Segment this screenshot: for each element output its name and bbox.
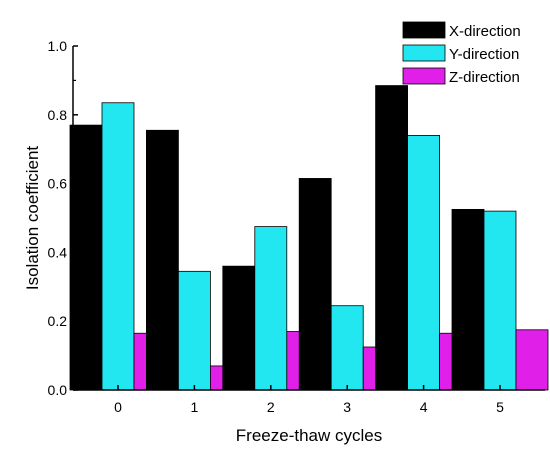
bar-x-direction-cycle-2	[222, 265, 256, 391]
bar-y-direction-cycle-5	[483, 210, 517, 391]
y-tick-label: 0.2	[48, 313, 68, 329]
legend-swatch-y-direction	[402, 44, 446, 62]
bar-x-direction-cycle-1	[145, 129, 179, 391]
bar-x-direction-cycle-3	[298, 178, 332, 391]
x-axis-title: Freeze-thaw cycles	[236, 426, 382, 445]
legend-label: Z-direction	[449, 69, 520, 86]
bar-x-direction-cycle-0	[69, 124, 103, 391]
bar-y-direction-cycle-1	[177, 270, 211, 391]
y-axis-title: Isolation coefficient	[23, 146, 42, 291]
legend: X-direction Y-direction Z-direction	[402, 21, 521, 86]
bar-x-direction-cycle-4	[375, 85, 409, 391]
x-tick-label: 4	[420, 399, 428, 415]
legend-swatch-z-direction	[402, 67, 446, 85]
bar-z-direction-cycle-5	[515, 329, 549, 391]
legend-label: Y-direction	[449, 46, 519, 63]
tick-marks: 0.0 0.2 0.4 0.6 0.8 1.0 0 1 2 3 4 5	[48, 38, 505, 415]
x-tick-label: 0	[114, 399, 122, 415]
y-tick-label: 0.4	[48, 244, 68, 260]
y-tick-label: 0.8	[48, 107, 68, 123]
y-tick-label: 0.0	[48, 382, 68, 398]
bar-y-direction-cycle-3	[330, 305, 364, 391]
x-tick-label: 1	[191, 399, 199, 415]
y-tick-label: 0.6	[48, 176, 68, 192]
bar-y-direction-cycle-0	[101, 102, 135, 391]
x-tick-label: 5	[496, 399, 504, 415]
legend-label: X-direction	[449, 23, 521, 40]
bar-y-direction-cycle-4	[407, 135, 441, 391]
x-tick-label: 3	[343, 399, 351, 415]
x-tick-label: 2	[267, 399, 275, 415]
bar-x-direction-cycle-5	[451, 208, 485, 391]
legend-swatch-x-direction	[402, 21, 446, 39]
plot-area	[69, 85, 549, 391]
bar-y-direction-cycle-2	[254, 226, 288, 391]
y-tick-label: 1.0	[48, 38, 68, 54]
